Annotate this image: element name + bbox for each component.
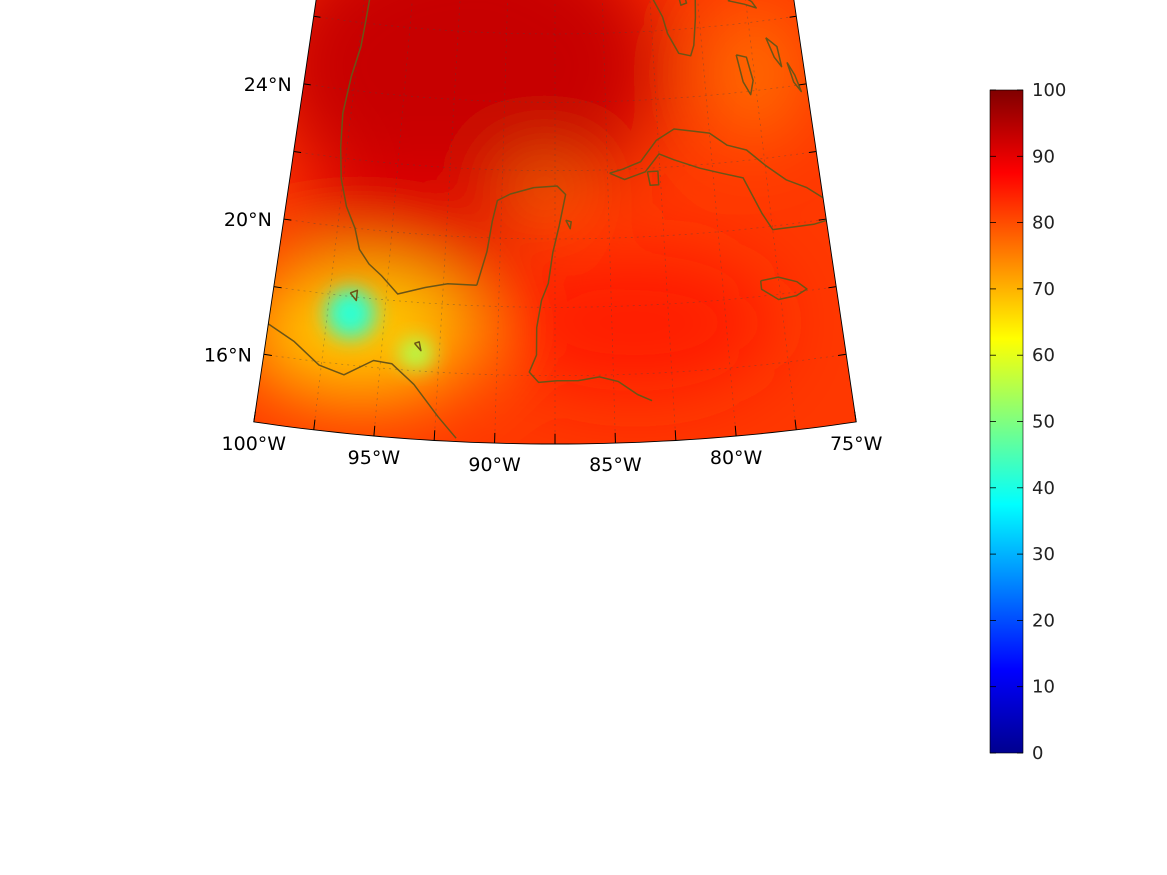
coastline-segment: [339, 0, 697, 295]
colorbar-tick-label: 90: [1032, 146, 1055, 167]
field-region-gulf-of-mexico-core: [266, 0, 667, 216]
frame-tick: [794, 419, 797, 430]
colorbar: 0 10 20 30 40 50 60 70 80 90 100: [989, 80, 1066, 764]
frame-tick: [313, 15, 321, 18]
coastline-segment: [267, 323, 457, 439]
frame-tick: [674, 430, 677, 441]
coastline-segment: [677, 0, 688, 6]
axis-tick-labels: 100°W95°W90°W85°W80°W75°W16°N20°N24°N28°…: [204, 74, 883, 476]
frame-tick: [854, 411, 857, 422]
field-region-chiapas-low: [398, 337, 434, 370]
coastline-segment: [759, 276, 808, 301]
coastline-segment: [735, 54, 754, 96]
lon-tick-label: 85°W: [589, 454, 642, 476]
frame-tick: [263, 353, 272, 356]
coastline-segment: [765, 37, 783, 68]
lat-tick-label: 16°N: [204, 344, 252, 366]
lon-tick-label: 75°W: [830, 433, 883, 455]
colorbar-tick-label: 40: [1032, 478, 1055, 499]
coastline-segment: [727, 0, 757, 9]
frame-tick: [789, 15, 797, 18]
colorbar-tick-label: 0: [1032, 743, 1043, 764]
frame-tick: [808, 150, 817, 154]
field-regions: [253, 0, 800, 402]
coastline-segment: [786, 62, 803, 93]
parallel-line: [273, 286, 837, 308]
colorbar-tick-label: 100: [1032, 80, 1066, 101]
lat-tick-label: 20°N: [224, 209, 272, 231]
lon-tick-label: 90°W: [468, 454, 521, 476]
lon-tick-label: 95°W: [348, 447, 401, 469]
field-region-bahamas: [709, 3, 800, 144]
frame-tick: [838, 353, 847, 356]
lon-tick-label: 100°W: [222, 433, 287, 455]
frame-tick: [734, 425, 737, 437]
frame-tick: [273, 286, 282, 289]
colorbar-tick-label: 60: [1032, 345, 1055, 366]
lat-tick-label: 24°N: [244, 74, 292, 96]
lon-tick-label: 80°W: [710, 447, 763, 469]
map-frame: [253, 0, 857, 445]
field-region-yucatan-north-coast: [504, 169, 585, 206]
frame-tick: [293, 150, 302, 154]
coastline-segment: [476, 185, 653, 402]
frame-tick: [818, 218, 827, 221]
coastline-segment: [413, 341, 422, 352]
colorbar-tick-label: 70: [1032, 279, 1055, 300]
coastline-segment: [565, 219, 572, 230]
parallel-line: [313, 15, 797, 35]
coastline-segment: [646, 170, 660, 186]
colorbar-ticks: 0 10 20 30 40 50 60 70 80 90 100: [990, 80, 1066, 764]
colorbar-tick-label: 30: [1032, 544, 1055, 565]
frame-tick: [283, 218, 292, 221]
colorbar-tick-label: 50: [1032, 412, 1055, 433]
map-border: [253, 0, 857, 445]
field-region-tehuantepec-low: [325, 288, 376, 339]
colorbar-tick-label: 80: [1032, 213, 1055, 234]
parallel-line: [283, 218, 827, 240]
frame-tick: [253, 411, 256, 422]
frame-tick: [313, 419, 316, 430]
parallel-line: [303, 83, 807, 103]
colorbar-tick-label: 10: [1032, 677, 1055, 698]
colorbar-tick-label: 20: [1032, 610, 1055, 631]
field-region-caribbean-central: [494, 252, 775, 393]
frame-tick: [303, 83, 311, 86]
frame-tick: [433, 430, 436, 441]
frame-tick: [373, 425, 376, 437]
frame-tick: [799, 83, 807, 86]
coastline-segment: [349, 289, 359, 302]
frame-tick: [828, 286, 837, 289]
